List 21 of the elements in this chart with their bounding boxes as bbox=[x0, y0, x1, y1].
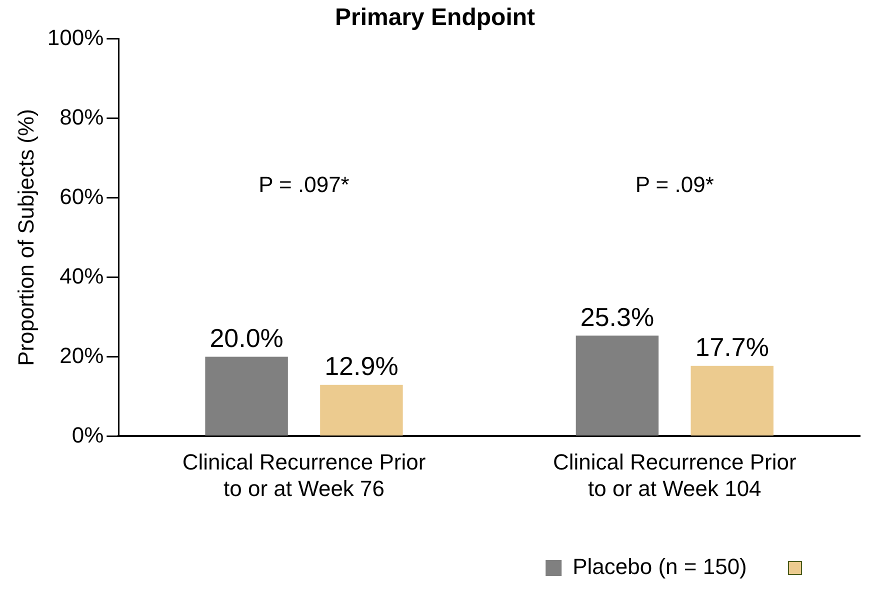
y-tick-label: 60% bbox=[60, 184, 104, 209]
bar bbox=[205, 356, 288, 436]
legend-label: Placebo (n = 150) bbox=[572, 554, 747, 580]
y-tick-label: 100% bbox=[47, 24, 104, 50]
data-label: 25.3% bbox=[580, 302, 654, 332]
bar bbox=[320, 384, 403, 436]
data-label: 12.9% bbox=[324, 351, 398, 382]
bar bbox=[690, 366, 774, 436]
y-tick-label: 0% bbox=[72, 422, 104, 448]
x-tick-label: Clinical Recurrence Prior to or at Week 104 bbox=[553, 449, 796, 501]
data-label: 20.0% bbox=[210, 322, 284, 353]
data-label: 17.7% bbox=[695, 332, 769, 362]
x-tick-label: Clinical Recurrence Prior to or at Week 76 bbox=[182, 449, 426, 501]
annotation: P = .09* bbox=[635, 172, 714, 197]
y-tick-label: 40% bbox=[60, 263, 104, 288]
y-tick-label: 20% bbox=[60, 342, 104, 368]
y-tick-label: 80% bbox=[60, 104, 104, 130]
chart-title: Primary Endpoint bbox=[334, 4, 536, 32]
bar bbox=[576, 336, 659, 436]
y-axis-title: Proportion of Subjects (%) bbox=[13, 109, 38, 366]
annotation: P = .097* bbox=[258, 172, 350, 197]
